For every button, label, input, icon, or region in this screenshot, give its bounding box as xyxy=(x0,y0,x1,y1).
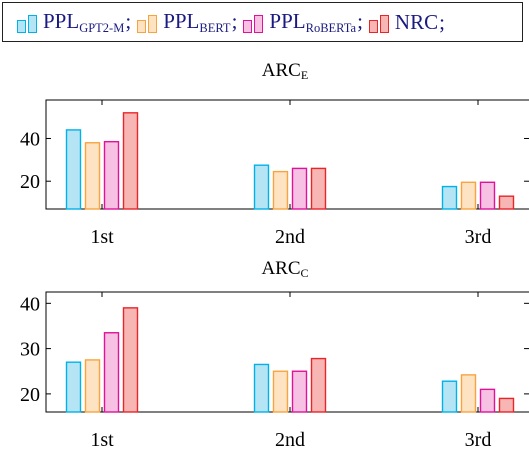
x-category-label: 1st xyxy=(90,226,114,248)
bar-3-3rd xyxy=(479,181,496,210)
bar-3-1st xyxy=(103,332,120,413)
legend-separator: ; xyxy=(357,8,363,33)
y-tick-label: 40 xyxy=(20,293,40,315)
chart-title-text: ARC xyxy=(262,60,301,81)
legend-entry: NRC; xyxy=(368,10,445,35)
legend-swatch xyxy=(243,11,265,33)
legend-label-subscript: GPT2-M xyxy=(79,20,125,35)
bar-4-1st xyxy=(122,112,139,210)
bar-2-1st xyxy=(84,142,101,210)
legend-swatch xyxy=(368,11,391,33)
bar-3-2nd xyxy=(291,167,308,210)
legend-entry: PPLGPT2-M; xyxy=(17,9,131,36)
legend-label: PPLRoBERTa; xyxy=(269,9,363,36)
legend-swatch xyxy=(137,11,159,33)
y-tick-label: 40 xyxy=(20,128,40,150)
chart-title: ARCE xyxy=(262,60,308,82)
bar-2-2nd xyxy=(272,370,289,413)
y-tick-label: 20 xyxy=(20,384,40,406)
y-tick-label: 30 xyxy=(20,339,40,361)
legend-label-subscript: BERT xyxy=(199,20,231,35)
bar-1-3rd xyxy=(441,185,458,210)
legend-label: PPLGPT2-M; xyxy=(43,9,131,36)
bar-4-1st xyxy=(122,307,139,413)
bar-1-1st xyxy=(65,129,82,210)
bar-2-3rd xyxy=(460,374,477,413)
legend-label-base: NRC xyxy=(394,9,439,34)
legend-swatch xyxy=(17,11,39,33)
legend-label-base: PPL xyxy=(43,8,80,33)
legend-separator: ; xyxy=(439,9,445,34)
x-category-label: 1st xyxy=(90,429,114,451)
x-category-label: 2nd xyxy=(275,226,305,248)
bar-3-2nd xyxy=(291,370,308,413)
legend-swatch-bar xyxy=(379,15,389,33)
bar-2-1st xyxy=(84,359,101,413)
x-category-label: 2nd xyxy=(275,429,305,451)
legend-swatch-bar xyxy=(254,15,264,33)
y-tick-label: 20 xyxy=(20,171,40,193)
legend-label-base: PPL xyxy=(163,8,200,33)
bar-1-2nd xyxy=(253,164,270,210)
bar-4-3rd xyxy=(498,397,515,413)
bar-3-1st xyxy=(103,140,120,210)
bar-1-1st xyxy=(65,361,82,413)
legend-swatch-bar xyxy=(17,20,26,33)
legend-label-base: PPL xyxy=(269,8,306,33)
chart-title-subscript: E xyxy=(301,68,308,82)
legend-swatch-bar xyxy=(137,20,147,33)
bar-4-2nd xyxy=(310,167,327,210)
legend-swatch-bar xyxy=(28,15,37,33)
legend-entry: PPLRoBERTa; xyxy=(243,9,363,36)
legend-swatch-bar xyxy=(243,20,253,33)
legend-entry: PPLBERT; xyxy=(137,9,237,36)
legend-swatch-bar xyxy=(368,20,378,33)
chart-title-text: ARC xyxy=(261,258,300,279)
legend-label: NRC; xyxy=(395,10,445,35)
bar-3-3rd xyxy=(479,388,496,413)
bar-4-2nd xyxy=(310,357,327,413)
chart-title: ARCC xyxy=(261,258,308,280)
bar-2-3rd xyxy=(460,181,477,210)
legend-swatch-bar xyxy=(148,15,158,33)
legend-label: PPLBERT; xyxy=(163,9,237,36)
bar-2-2nd xyxy=(272,170,289,210)
chart-legend: PPLGPT2-M; PPLBERT; PPLRoBERTa; NRC; xyxy=(2,2,523,42)
bar-4-3rd xyxy=(498,195,515,210)
chart-title-subscript: C xyxy=(301,266,309,280)
x-category-label: 3rd xyxy=(465,226,492,248)
legend-label-subscript: RoBERTa xyxy=(305,20,357,35)
legend-separator: ; xyxy=(125,8,132,33)
legend-separator: ; xyxy=(231,8,238,33)
x-category-label: 3rd xyxy=(465,429,492,451)
bar-1-2nd xyxy=(253,363,270,413)
bar-1-3rd xyxy=(441,380,458,413)
